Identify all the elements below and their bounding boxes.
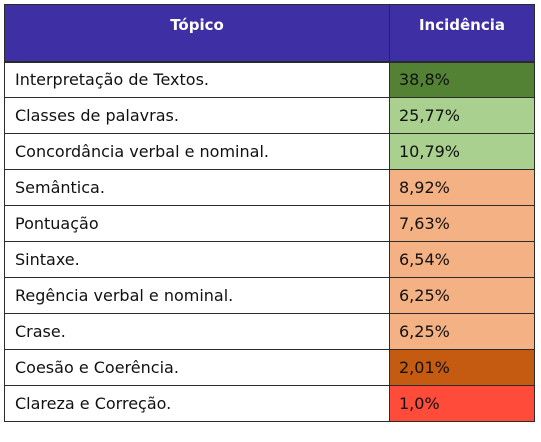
header-topic: Tópico [4,4,390,62]
incidence-cell: 7,63% [389,205,535,242]
topic-cell: Interpretação de Textos. [4,60,390,98]
table-body: Interpretação de Textos. 38,8% Classes d… [4,60,535,422]
incidence-cell: 8,92% [389,169,535,206]
table-row: Semântica. 8,92% [4,169,535,206]
header-row: Tópico Incidência [4,4,535,62]
incidence-cell: 10,79% [389,133,535,170]
topic-cell: Concordância verbal e nominal. [4,133,390,170]
topic-cell: Crase. [4,313,390,350]
table-row: Classes de palavras. 25,77% [4,97,535,134]
incidence-cell: 25,77% [389,97,535,134]
table-row: Regência verbal e nominal. 6,25% [4,277,535,314]
topic-cell: Clareza e Correção. [4,385,390,422]
incidence-cell: 6,25% [389,277,535,314]
table-row: Interpretação de Textos. 38,8% [4,60,535,98]
incidence-cell: 38,8% [389,60,535,98]
table-row: Clareza e Correção. 1,0% [4,385,535,422]
table-header: Tópico Incidência [4,4,535,62]
topic-cell: Pontuação [4,205,390,242]
topic-cell: Sintaxe. [4,241,390,278]
incidence-cell: 2,01% [389,349,535,386]
topic-cell: Coesão e Coerência. [4,349,390,386]
table-row: Pontuação 7,63% [4,205,535,242]
topic-cell: Regência verbal e nominal. [4,277,390,314]
topic-cell: Semântica. [4,169,390,206]
topic-cell: Classes de palavras. [4,97,390,134]
topic-incidence-table: Tópico Incidência Interpretação de Texto… [4,4,535,422]
table-row: Crase. 6,25% [4,313,535,350]
table-row: Concordância verbal e nominal. 10,79% [4,133,535,170]
incidence-cell: 6,25% [389,313,535,350]
table-row: Coesão e Coerência. 2,01% [4,349,535,386]
incidence-cell: 1,0% [389,385,535,422]
incidence-cell: 6,54% [389,241,535,278]
table-row: Sintaxe. 6,54% [4,241,535,278]
header-incidence: Incidência [389,4,535,62]
